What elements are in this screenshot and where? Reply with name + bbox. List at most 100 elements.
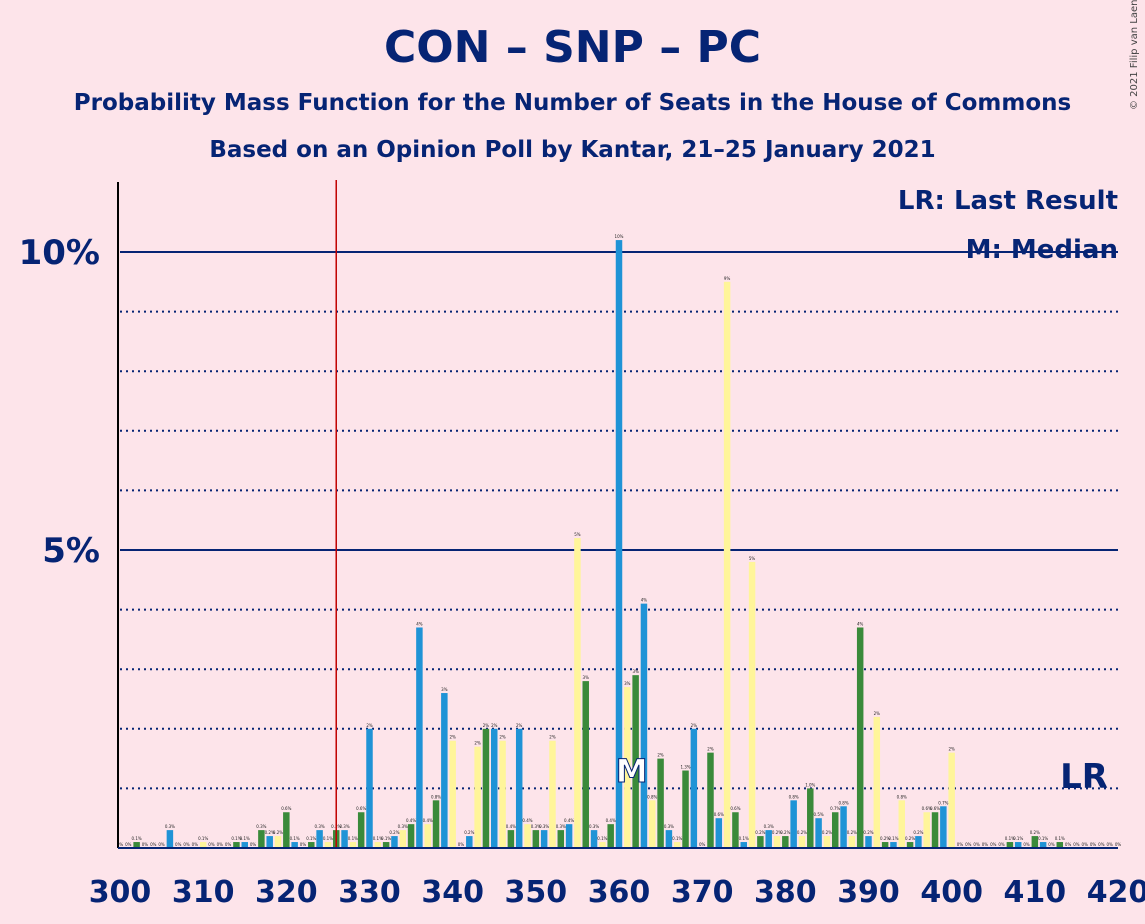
x-tick-label: 300 xyxy=(89,875,152,910)
bar-seat-383 xyxy=(807,788,814,848)
bar-seat-394 xyxy=(898,800,906,848)
bar-label-seat-402: 0% xyxy=(965,842,972,847)
axes: M 5% 10% 300 310 320 330 340 350 360 370 380 390 400 4… xyxy=(19,180,1145,910)
bar-seat-345 xyxy=(491,728,498,848)
bar-label-seat-315: 0.1% xyxy=(240,836,250,841)
bar-label-seat-411: 0.1% xyxy=(1038,836,1048,841)
bar-label-seat-382: 0.2% xyxy=(797,830,807,835)
bar-label-seat-367: 0.1% xyxy=(672,836,682,841)
bar-seat-361 xyxy=(624,687,631,848)
legend-last-result: LR: Last Result xyxy=(898,186,1118,216)
x-tick-label: 380 xyxy=(754,875,817,910)
bar-seat-336 xyxy=(416,627,423,848)
bar-label-seat-301: 0% xyxy=(125,842,132,847)
bar-label-seat-420: 0% xyxy=(1115,842,1122,847)
bar-label-seat-323: 0.1% xyxy=(306,836,316,841)
bar-label-seat-386: 0.7% xyxy=(830,806,840,811)
bar-label-seat-311: 0% xyxy=(208,842,215,847)
bar-label-seat-320: 0.6% xyxy=(281,806,291,811)
bar-label-seat-389: 4% xyxy=(857,621,864,626)
bar-label-seat-327: 0.3% xyxy=(339,824,349,829)
bar-seat-391 xyxy=(873,716,881,848)
bar-seat-381 xyxy=(790,800,797,848)
bar-label-seat-409: 0% xyxy=(1023,842,1030,847)
bar-label-seat-398: 0.6% xyxy=(930,806,940,811)
bar-seat-367 xyxy=(673,842,681,848)
bar-label-seat-415: 0% xyxy=(1073,842,1080,847)
x-tick-label: 410 xyxy=(1004,875,1067,910)
bar-seat-333 xyxy=(391,836,398,848)
bar-seat-368 xyxy=(682,770,689,848)
chart-subtitle-poll: Based on an Opinion Poll by Kantar, 21–2… xyxy=(209,137,936,163)
x-tick-label: 420 xyxy=(1087,875,1145,910)
bar-label-seat-306: 0.3% xyxy=(165,824,175,829)
bar-label-seat-309: 0% xyxy=(192,842,199,847)
bar-label-seat-407: 0.1% xyxy=(1005,836,1015,841)
bar-label-seat-331: 0.1% xyxy=(373,836,383,841)
bar-label-seat-332: 0.1% xyxy=(381,836,391,841)
bar-label-seat-397: 0.6% xyxy=(922,806,932,811)
bar-seat-407 xyxy=(1006,842,1014,848)
bar-label-seat-370: 0% xyxy=(699,842,706,847)
bar-label-seat-322: 0% xyxy=(300,842,307,847)
bar-seat-390 xyxy=(865,836,872,848)
bar-seat-339 xyxy=(441,693,448,848)
bar-label-seat-405: 0% xyxy=(990,842,997,847)
bar-seat-360 xyxy=(615,240,623,848)
bar-label-seat-410: 0.2% xyxy=(1030,830,1040,835)
x-tick-label: 370 xyxy=(671,875,734,910)
bar-seat-386 xyxy=(831,812,839,848)
bar-label-seat-393: 0.1% xyxy=(888,836,898,841)
bar-seat-337 xyxy=(424,824,431,848)
bar-seat-400 xyxy=(948,752,955,848)
bar-seat-347 xyxy=(507,830,515,848)
bar-seat-357 xyxy=(590,830,598,848)
bar-seat-335 xyxy=(407,824,415,848)
bar-label-seat-313: 0% xyxy=(225,842,232,847)
bar-label-seat-369: 2% xyxy=(691,723,698,728)
bar-seat-325 xyxy=(324,842,332,848)
bar-label-seat-310: 0.1% xyxy=(198,836,208,841)
bar-seat-378 xyxy=(765,830,772,848)
bar-label-seat-354: 0.4% xyxy=(564,818,574,823)
bar-seat-340 xyxy=(449,740,456,848)
bar-seat-328 xyxy=(349,842,357,848)
bar-label-seat-350: 0.3% xyxy=(531,824,541,829)
bar-label-seat-371: 2% xyxy=(707,747,714,752)
bar-seat-384 xyxy=(815,818,822,848)
bar-seat-375 xyxy=(740,842,747,848)
bar-label-seat-343: 2% xyxy=(474,741,481,746)
y-tick-label: 10% xyxy=(19,233,100,273)
bar-label-seat-353: 0.3% xyxy=(556,824,566,829)
bar-seat-359 xyxy=(607,824,614,848)
bar-seat-369 xyxy=(690,728,698,848)
bar-label-seat-304: 0% xyxy=(150,842,157,847)
bar-label-seat-317: 0.3% xyxy=(256,824,266,829)
bar-label-seat-303: 0% xyxy=(142,842,149,847)
bar-seat-395 xyxy=(906,842,914,848)
bar-label-seat-329: 0.6% xyxy=(356,806,366,811)
bar-label-seat-347: 0.4% xyxy=(506,824,516,829)
bar-label-seat-385: 0.2% xyxy=(822,830,832,835)
bar-label-seat-376: 5% xyxy=(749,556,756,561)
bar-label-seat-305: 0% xyxy=(158,842,165,847)
bar-seat-398 xyxy=(931,812,939,848)
bar-label-seat-325: 0.1% xyxy=(323,836,333,841)
bar-label-seat-359: 0.4% xyxy=(606,818,616,823)
bar-seat-410 xyxy=(1031,836,1039,848)
bar-label-seat-300: 0% xyxy=(117,842,124,847)
bar-seat-302 xyxy=(133,842,140,848)
median-marker: M xyxy=(616,752,648,790)
bar-label-seat-380: 0.2% xyxy=(780,830,790,835)
bar-seat-389 xyxy=(856,627,864,848)
bar-label-seat-362: 3% xyxy=(632,669,639,674)
bar-seat-365 xyxy=(657,758,664,848)
bar-label-seat-340: 2% xyxy=(449,735,456,740)
x-tick-label: 350 xyxy=(505,875,568,910)
bar-seat-364 xyxy=(649,800,656,848)
bar-seat-356 xyxy=(582,681,589,848)
bar-label-seat-400: 2% xyxy=(948,747,955,752)
bar-label-seat-335: 0.4% xyxy=(406,818,416,823)
bar-label-seat-336: 4% xyxy=(416,621,423,626)
bar-seat-349 xyxy=(524,824,531,848)
